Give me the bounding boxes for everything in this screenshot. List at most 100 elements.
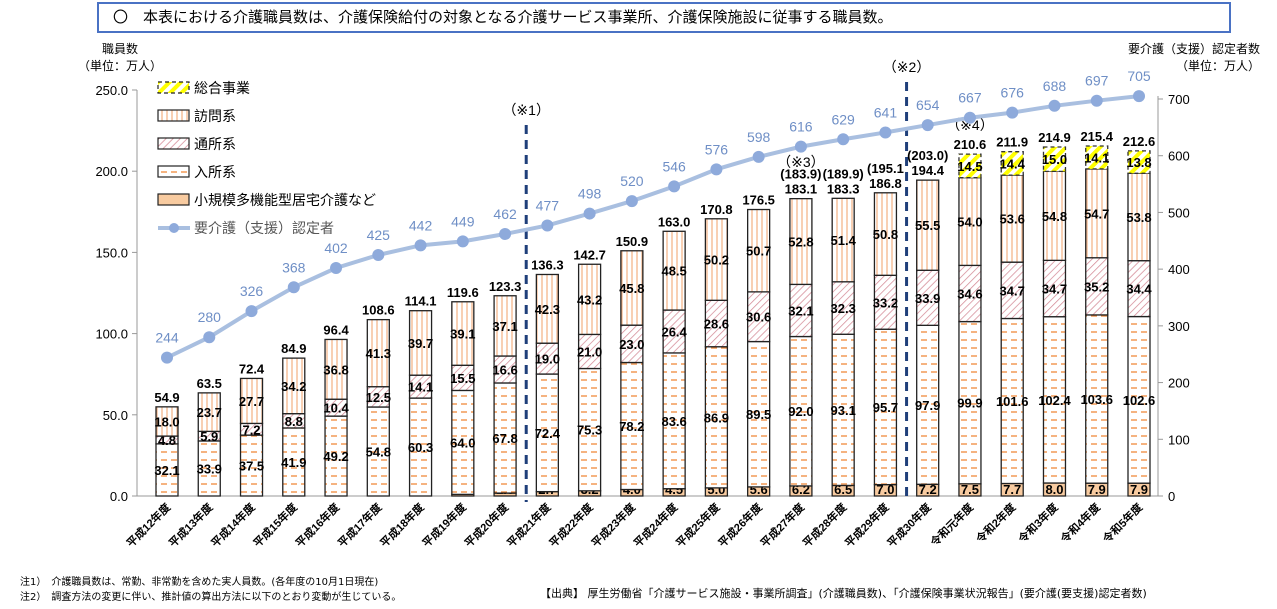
- x-tick-label: 平成14年度: [208, 500, 258, 550]
- total-value-label: 119.6: [447, 285, 479, 300]
- total-value-label: 211.9: [996, 135, 1028, 150]
- certified-value-label: 326: [240, 283, 264, 299]
- x-tick-label: 平成29年度: [842, 500, 892, 550]
- segment-value-label: 7.7: [1003, 482, 1021, 497]
- certified-value-label: 546: [662, 158, 686, 174]
- segment-value-label: 5.9: [200, 429, 218, 444]
- certified-point: [161, 351, 173, 364]
- certified-point: [668, 180, 681, 193]
- certified-point: [456, 235, 469, 248]
- segment-value-label: 14.1: [408, 380, 433, 395]
- certified-value-label: 616: [789, 119, 813, 135]
- sogo-segment: [1042, 146, 1067, 173]
- certified-value-label: 368: [282, 259, 306, 275]
- segment-value-label: 45.8: [619, 281, 644, 296]
- alt-total-label: (203.0): [907, 148, 948, 163]
- segment-value-label: 60.3: [408, 440, 433, 455]
- source-citation: 【出典】 厚生労働省「介護サービス施設・事業所調査」(介護職員数)、「介護保険事…: [540, 587, 1147, 600]
- segment-value-label: 50.8: [873, 227, 898, 242]
- alt-total-label: (195.1: [867, 161, 904, 176]
- certified-point: [625, 195, 638, 208]
- segment-value-label: 42.3: [535, 302, 560, 317]
- certified-point: [1133, 90, 1145, 103]
- total-value-label: 210.6: [954, 137, 987, 152]
- total-value-label: 214.9: [1038, 130, 1071, 145]
- homon-segment: [155, 406, 179, 437]
- homon-segment: [747, 208, 771, 293]
- right-axis-title-line: 要介護（支援）認定者数: [1128, 42, 1261, 56]
- segment-value-label: 7.2: [919, 482, 937, 497]
- segment-value-label: 51.4: [831, 233, 857, 248]
- left-axis-title-line: 職員数: [102, 42, 139, 56]
- segment-value-label: 41.3: [366, 346, 391, 361]
- certified-point: [1048, 99, 1061, 112]
- total-value-label: 54.9: [154, 390, 179, 405]
- total-value-label: 108.6: [362, 303, 395, 318]
- segment-value-label: 54.0: [957, 215, 982, 230]
- segment-value-label: 52.8: [788, 235, 813, 250]
- legend-label: 通所系: [194, 136, 236, 152]
- segment-value-label: 34.4: [1126, 282, 1152, 297]
- x-tick-label: 令和元年度: [927, 500, 977, 550]
- segment-value-label: 34.2: [281, 379, 306, 394]
- certified-point: [372, 248, 385, 261]
- homon-segment: [408, 310, 433, 376]
- annotation-label: （※2）: [883, 59, 931, 75]
- segment-value-label: 101.6: [996, 394, 1029, 409]
- x-tick-label: 平成20年度: [462, 500, 512, 550]
- segment-value-label: 32.1: [788, 303, 813, 318]
- segment-value-label: 14.4: [1000, 156, 1026, 171]
- segment-value-label: 34.7: [1000, 283, 1025, 298]
- segment-value-label: 18.0: [154, 414, 179, 429]
- homon-segment: [535, 273, 559, 344]
- certified-value-label: 477: [536, 197, 560, 213]
- certified-value-label: 498: [578, 186, 602, 202]
- segment-value-label: 33.2: [873, 295, 898, 310]
- segment-value-label: 7.2: [242, 422, 260, 437]
- segment-value-label: 7.0: [876, 482, 894, 497]
- segment-value-label: 97.9: [915, 398, 940, 413]
- total-value-label: 176.5: [742, 193, 775, 208]
- legend-swatch: [157, 109, 190, 122]
- segment-value-label: 7.9: [1088, 482, 1106, 497]
- right-tick-label: 700: [1168, 92, 1190, 107]
- segment-value-label: 12.5: [366, 390, 391, 405]
- segment-value-label: 92.0: [788, 404, 813, 419]
- total-value-label: 183.1: [785, 182, 818, 197]
- certified-value-label: 676: [1001, 85, 1025, 101]
- segment-value-label: 43.2: [577, 292, 602, 307]
- certified-persons-line: [166, 94, 1140, 360]
- certified-value-label: 520: [620, 173, 644, 189]
- segment-value-label: 7.9: [1130, 482, 1148, 497]
- homon-segment: [620, 250, 644, 326]
- annotation-label: （※3）: [777, 154, 825, 170]
- homon-segment: [704, 218, 729, 301]
- segment-value-label: 34.6: [957, 286, 982, 301]
- total-value-label: 84.9: [281, 341, 306, 356]
- total-value-label: 72.4: [239, 361, 265, 376]
- note-1: 注1） 介護職員数は、常勤、非常勤を含めた実人員数。(各年度の10月1日現在): [20, 577, 379, 588]
- certified-point: [879, 126, 892, 139]
- homon-segment: [1085, 168, 1109, 259]
- segment-value-label: 26.4: [661, 324, 687, 339]
- segment-value-label: 53.6: [1000, 212, 1025, 227]
- certified-point: [245, 305, 258, 318]
- certified-value-label: 598: [747, 129, 771, 145]
- certified-point: [414, 239, 427, 252]
- left-tick-label: 50.0: [103, 408, 128, 423]
- right-tick-label: 0: [1168, 489, 1175, 504]
- right-tick-label: 500: [1168, 205, 1190, 220]
- certified-value-label: 425: [367, 227, 391, 243]
- segment-value-label: 7.5: [961, 482, 979, 497]
- x-tick-label: 令和5年度: [1099, 500, 1146, 547]
- segment-value-label: 102.4: [1038, 393, 1071, 408]
- x-tick-label: 平成18年度: [377, 500, 427, 550]
- homon-segment: [197, 392, 221, 433]
- legend-label: 要介護（支援）認定者: [194, 220, 334, 236]
- x-tick-label: 平成15年度: [250, 500, 300, 550]
- homon-segment: [451, 301, 475, 366]
- segment-value-label: 86.9: [704, 410, 729, 425]
- footnotes: 注1） 介護職員数は、常勤、非常勤を含めた実人員数。(各年度の10月1日現在) …: [20, 575, 401, 605]
